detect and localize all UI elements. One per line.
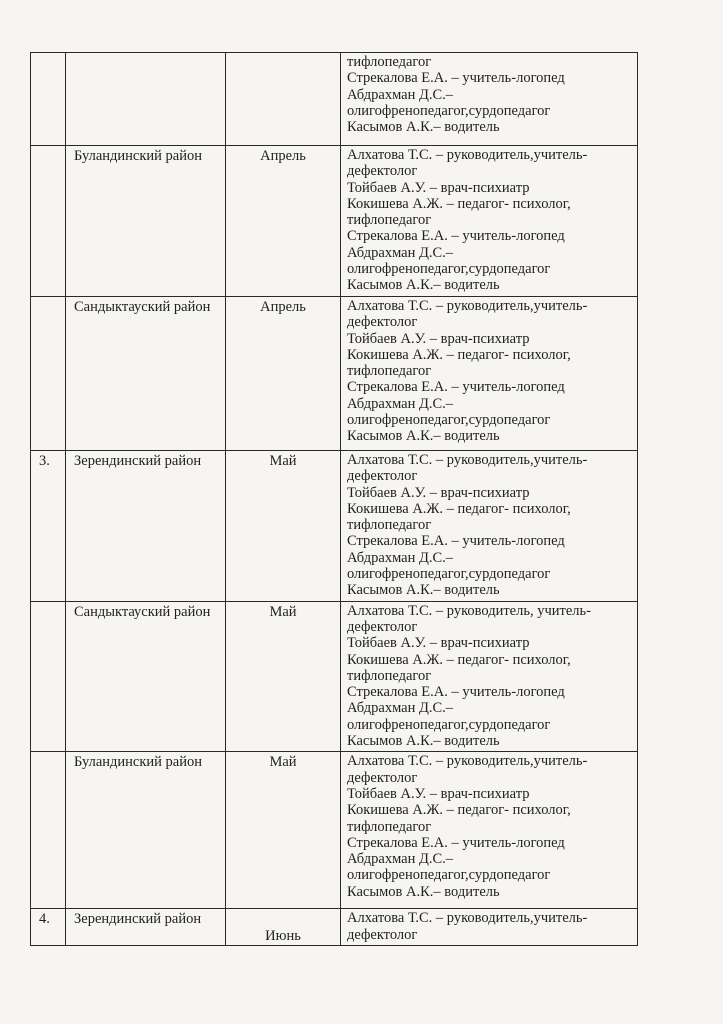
month: Июнь	[225, 909, 340, 945]
staff-line: Касымов А.К.– водитель	[347, 277, 500, 294]
staff-line: Тойбаев А.У. – врач-психиатр	[347, 179, 530, 196]
staff-line: олигофренопедагог,сурдопедагог	[347, 102, 551, 119]
staff-list: Алхатова Т.С. – руководитель,учитель-деф…	[340, 909, 638, 945]
table-row: 3. Зерендинский район Май Алхатова Т.С. – р…	[30, 450, 638, 601]
staff-line: Стрекалова Е.А. – учитель-логопед	[347, 70, 565, 87]
staff-line: Алхатова Т.С. – руководитель,учитель-	[347, 910, 588, 927]
staff-line: тифлопедагог	[347, 818, 432, 835]
staff-line: Алхатова Т.С. – руководитель, учитель-	[347, 602, 591, 619]
row-number: 3.	[30, 451, 65, 601]
staff-line: Стрекалова Е.А. – учитель-логопед	[347, 379, 565, 396]
row-number	[30, 297, 65, 450]
district-name: Буландинский район	[65, 146, 225, 296]
staff-line: дефектолог	[347, 314, 418, 331]
month: Май	[225, 451, 340, 601]
staff-line: Стрекалова Е.А. – учитель-логопед	[347, 834, 565, 851]
row-number	[30, 752, 65, 909]
staff-line: олигофренопедагог,сурдопедагог	[347, 716, 551, 733]
staff-line: тифлопедагог	[347, 54, 432, 70]
staff-line: Тойбаев А.У. – врач-психиатр	[347, 330, 530, 347]
staff-line: Абдрахман Д.С.–	[347, 244, 454, 261]
month: Апрель	[225, 146, 340, 296]
month	[225, 53, 340, 145]
staff-line: Тойбаев А.У. – врач-психиатр	[347, 635, 530, 652]
staff-line: Кокишева А.Ж. – педагог- психолог,	[347, 195, 571, 212]
table-row: 4. Зерендинский район Июнь Алхатова Т.С. – …	[30, 908, 638, 945]
staff-list: Алхатова Т.С. – руководитель,учитель-деф…	[340, 146, 638, 296]
staff-line: дефектолог	[347, 769, 418, 786]
table-row: Буландинский район Май Алхатова Т.С. – рук…	[30, 751, 638, 909]
staff-line: дефектолог	[347, 163, 418, 180]
staff-line: Тойбаев А.У. – врач-психиатр	[347, 484, 530, 501]
district-name: Сандыктауский район	[65, 601, 225, 752]
staff-line: Касымов А.К.– водитель	[347, 428, 500, 445]
row-number	[30, 53, 65, 145]
district-name: Буландинский район	[65, 752, 225, 909]
district-name	[65, 53, 225, 145]
staff-line: Абдрахман Д.С.–	[347, 700, 454, 717]
staff-line: дефектолог	[347, 468, 418, 485]
staff-list: Алхатова Т.С. – руководитель,учитель-деф…	[340, 451, 638, 601]
schedule-table: тифлопедагог Стрекалова Е.А. – учитель-ло…	[30, 52, 638, 946]
staff-line: Касымов А.К.– водитель	[347, 733, 500, 750]
table-row: Буландинский район Апрель Алхатова Т.С. – …	[30, 145, 638, 296]
row-number: 4.	[30, 909, 65, 945]
staff-line: Кокишева А.Ж. – педагог- психолог,	[347, 500, 571, 517]
staff-line: Касымов А.К.– водитель	[347, 883, 500, 900]
staff-line: Кокишева А.Ж. – педагог- психолог,	[347, 651, 571, 668]
staff-line: Алхатова Т.С. – руководитель,учитель-	[347, 452, 588, 468]
staff-line: олигофренопедагог,сурдопедагог	[347, 261, 551, 278]
row-number	[30, 601, 65, 752]
district-name: Зерендинский район	[65, 909, 225, 945]
staff-line: дефектолог	[347, 926, 418, 943]
month: Май	[225, 752, 340, 909]
staff-line: Абдрахман Д.С.–	[347, 86, 454, 103]
staff-line: Алхатова Т.С. – руководитель,учитель-	[347, 753, 588, 770]
staff-line: дефектолог	[347, 618, 418, 635]
staff-line: Стрекалова Е.А. – учитель-логопед	[347, 228, 565, 245]
staff-line: Кокишева А.Ж. – педагог- психолог,	[347, 802, 571, 819]
staff-line: Касымов А.К.– водитель	[347, 582, 500, 599]
staff-line: Абдрахман Д.С.–	[347, 851, 454, 868]
staff-line: олигофренопедагог,сурдопедагог	[347, 867, 551, 884]
staff-line: тифлопедагог	[347, 667, 432, 684]
staff-list: Алхатова Т.С. – руководитель, учитель-де…	[340, 601, 638, 752]
staff-list: тифлопедагог Стрекалова Е.А. – учитель-ло…	[340, 53, 638, 145]
staff-line: Алхатова Т.С. – руководитель,учитель-	[347, 298, 588, 314]
district-name: Зерендинский район	[65, 451, 225, 601]
staff-line: тифлопедагог	[347, 517, 432, 534]
row-number	[30, 146, 65, 296]
staff-line: Тойбаев А.У. – врач-психиатр	[347, 785, 530, 802]
month: Апрель	[225, 297, 340, 450]
staff-line: тифлопедагог	[347, 363, 432, 380]
table-row: Сандыктауский район Апрель Алхатова Т.С. –…	[30, 296, 638, 450]
staff-line: олигофренопедагог,сурдопедагог	[347, 412, 551, 429]
staff-line: Касымов А.К.– водитель	[347, 119, 500, 136]
month: Май	[225, 601, 340, 752]
staff-line: Абдрахман Д.С.–	[347, 549, 454, 566]
staff-line: Стрекалова Е.А. – учитель-логопед	[347, 533, 565, 550]
staff-line: олигофренопедагог,сурдопедагог	[347, 566, 551, 583]
staff-line: Абдрахман Д.С.–	[347, 395, 454, 412]
table-row: тифлопедагог Стрекалова Е.А. – учитель-ло…	[30, 52, 638, 145]
table-row: Сандыктауский район Май Алхатова Т.С. – ру…	[30, 600, 638, 752]
staff-line: Алхатова Т.С. – руководитель,учитель-	[347, 147, 588, 163]
staff-line: тифлопедагог	[347, 212, 432, 229]
staff-list: Алхатова Т.С. – руководитель,учитель-деф…	[340, 752, 638, 909]
district-name: Сандыктауский район	[65, 297, 225, 450]
staff-line: Кокишева А.Ж. – педагог- психолог,	[347, 346, 571, 363]
staff-list: Алхатова Т.С. – руководитель,учитель-деф…	[340, 297, 638, 450]
staff-line: Стрекалова Е.А. – учитель-логопед	[347, 684, 565, 701]
